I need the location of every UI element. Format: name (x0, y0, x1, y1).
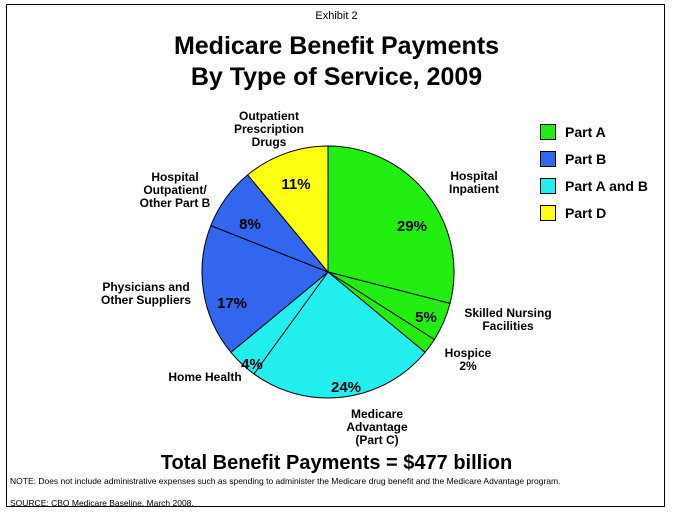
legend-swatch-part-b (540, 151, 556, 167)
slice-value-outpatient-prescription-drugs: 11% (281, 176, 311, 193)
chart-title-line2: By Type of Service, 2009 (190, 63, 483, 91)
source-text: SOURCE: CBO Medicare Baseline, March 200… (10, 498, 194, 508)
legend-label-part-d: Part D (565, 205, 607, 221)
note-text: NOTE: Does not include administrative ex… (10, 476, 561, 486)
total-payments: Total Benefit Payments = $477 billion (160, 452, 513, 474)
slice-label-skilled-nursing-facilities: Skilled Nursing Facilities (464, 306, 552, 333)
legend-swatch-part-a (540, 124, 556, 140)
exhibit-label: Exhibit 2 (315, 10, 358, 22)
slice-label-hospital-inpatient: Hospital Inpatient (449, 169, 499, 196)
slice-label-hospital-outpatient-other-part-b: Hospital Outpatient/Other Part B (139, 170, 211, 210)
pie-slice-physicians-and-other-suppliers (201, 224, 329, 354)
chart-title: Medicare Benefit Payments By Type of Ser… (0, 31, 673, 93)
legend-label-part-b: Part B (565, 151, 607, 167)
slice-label-physicians-and-other-suppliers: Physicians and Other Suppliers (100, 280, 192, 307)
slice-value-hospital-outpatient-other-part-b: 8% (239, 216, 261, 233)
slice-value-skilled-nursing-facilities: 5% (415, 309, 437, 326)
slice-label-medicare-advantage-part-c: Medicare Advantage (Part C) (346, 407, 408, 447)
legend-label-part-a-and-b: Part A and B (565, 178, 648, 194)
pie-slice-medicare-advantage-part-c (253, 271, 426, 399)
chart-title-line1: Medicare Benefit Payments (173, 32, 500, 60)
pie-slice-hospital-inpatient (327, 145, 455, 304)
slice-value-hospital-inpatient: 29% (396, 218, 428, 235)
legend-swatch-part-a-and-b (540, 178, 556, 194)
slice-value-medicare-advantage-part-c: 24% (330, 379, 362, 396)
slice-label-outpatient-prescription-drugs: Outpatient Prescription Drugs (233, 109, 305, 149)
slice-value-home-health: 4% (241, 356, 263, 373)
slice-label-home-health: Home Health (168, 370, 242, 384)
legend-label-part-a: Part A (565, 124, 606, 140)
slice-value-physicians-and-other-suppliers: 17% (216, 295, 248, 312)
pie-slice-outpatient-prescription-drugs (246, 145, 329, 274)
slice-label-hospice-2: Hospice 2% (444, 346, 492, 373)
legend-swatch-part-d (540, 205, 556, 221)
